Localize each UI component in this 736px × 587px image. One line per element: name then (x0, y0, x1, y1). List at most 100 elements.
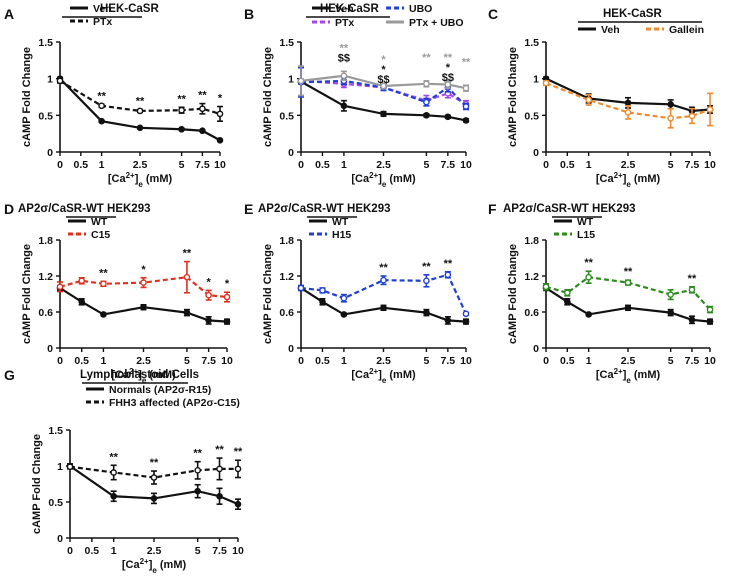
significance-marker: ** (109, 451, 118, 463)
significance-marker: ** (183, 248, 192, 260)
chart-title: AP2σ/CaSR-WT HEK293 (503, 203, 635, 215)
data-point (78, 298, 86, 306)
x-tick-label: 1 (586, 355, 592, 367)
x-tick-label: 10 (704, 159, 716, 171)
data-point (223, 293, 231, 301)
x-label-part: ] (135, 173, 139, 185)
x-label-part: (mM) (631, 369, 661, 381)
panel-letter: E (244, 201, 253, 217)
x-label-part: e (626, 376, 631, 385)
x-tick-label: 0 (543, 355, 549, 367)
y-tick-label: 1 (57, 461, 63, 473)
y-tick-label: 0.6 (279, 307, 294, 319)
x-tick-label: 2.5 (136, 355, 151, 367)
data-point (98, 117, 105, 125)
data-point (585, 96, 592, 104)
y-axis-label: cAMP Fold Change (21, 47, 33, 147)
legend-label: FHH3 affected (AP2σ-C15) (109, 397, 240, 409)
chart-title: HEK-CaSR (320, 3, 379, 15)
x-tick-label: 7.5 (441, 159, 456, 171)
chart-title: AP2σ/CaSR-WT HEK293 (18, 203, 150, 215)
panel-c: C HEK-CaSR Veh Gallein 0 0.5 1 1.5 0 0.5 1 2.5 5 7.5 1… (488, 6, 716, 189)
x-tick-label: 0.5 (74, 355, 89, 367)
data-point (667, 101, 674, 108)
x-tick-label: 5 (195, 545, 201, 557)
data-point (423, 80, 430, 88)
significance-marker: * (446, 62, 451, 74)
data-point (542, 283, 550, 291)
data-point (136, 107, 144, 115)
legend-label: WT (91, 216, 108, 228)
x-label-part: [Ca (108, 173, 127, 185)
legend-label: WT (577, 216, 594, 228)
legend-label: PTx (335, 17, 354, 29)
x-tick-label: 0.5 (560, 159, 575, 171)
data-point (423, 98, 430, 106)
x-tick-label: 10 (232, 545, 244, 557)
data-point (110, 492, 117, 500)
x-tick-label: 5 (423, 355, 429, 367)
x-tick-label: 0 (57, 355, 63, 367)
data-point (423, 112, 430, 119)
legend-label: H15 (332, 229, 351, 241)
x-tick-label: 10 (460, 159, 472, 171)
x-tick-label: 2.5 (621, 355, 636, 367)
y-tick-label: 0 (533, 343, 539, 355)
x-tick-label: 7.5 (195, 159, 210, 171)
significance-marker: ** (215, 444, 224, 456)
x-label-part: e (152, 566, 157, 575)
x-label-part: [Ca (122, 559, 141, 571)
data-point (462, 310, 470, 318)
y-tick-label: 1.2 (38, 271, 53, 283)
significance-marker: ** (422, 52, 431, 64)
significance-marker: ** (97, 90, 106, 102)
y-tick-label: 0 (288, 147, 294, 159)
data-point (444, 317, 452, 324)
x-axis-label: [Ca2+]e (mM) (111, 367, 176, 385)
data-point (380, 304, 387, 312)
data-point (98, 102, 105, 110)
x-tick-label: 5 (668, 159, 674, 171)
data-point (110, 469, 117, 476)
data-point (462, 117, 470, 124)
chart-title: Lymphoblastoid Cells (80, 369, 199, 381)
data-point (706, 318, 714, 325)
x-label-part: [Ca (351, 173, 370, 185)
x-label-part: (mM) (631, 173, 661, 185)
data-point (199, 127, 206, 135)
data-point (234, 500, 242, 508)
x-label-part: (mM) (386, 173, 416, 185)
x-label-part: e (138, 180, 143, 189)
x-tick-label: 1 (341, 159, 347, 171)
legend-label: WT (332, 216, 349, 228)
significance-marker: ** (462, 56, 471, 68)
data-point (624, 304, 632, 312)
x-label-part: 2+ (129, 367, 138, 376)
significance-marker: ** (624, 266, 633, 278)
x-tick-label: 5 (423, 159, 429, 171)
y-tick-label: 1.5 (524, 37, 539, 49)
x-label-part: ] (378, 173, 382, 185)
legend-label: Veh (601, 24, 620, 36)
data-point (199, 105, 206, 113)
significance-marker: $$ (442, 72, 454, 84)
x-tick-label: 2.5 (147, 545, 162, 557)
y-tick-label: 0.5 (38, 110, 53, 122)
significance-marker: * (225, 278, 230, 290)
significance-marker: ** (177, 93, 186, 105)
data-point (178, 125, 185, 133)
y-axis-label: cAMP Fold Change (262, 47, 274, 147)
x-label-part: 2+ (126, 171, 135, 180)
data-point (100, 280, 107, 288)
data-point (585, 273, 592, 281)
data-point (444, 271, 452, 279)
data-point (136, 124, 144, 132)
data-point (340, 102, 348, 110)
x-axis-label: [Ca2+]e (mM) (108, 171, 173, 189)
legend-label: Normals (AP2σ-R15) (109, 384, 211, 396)
x-tick-label: 2.5 (621, 159, 636, 171)
data-point (444, 113, 452, 121)
data-point (624, 99, 632, 107)
significance-marker: * (206, 276, 211, 288)
